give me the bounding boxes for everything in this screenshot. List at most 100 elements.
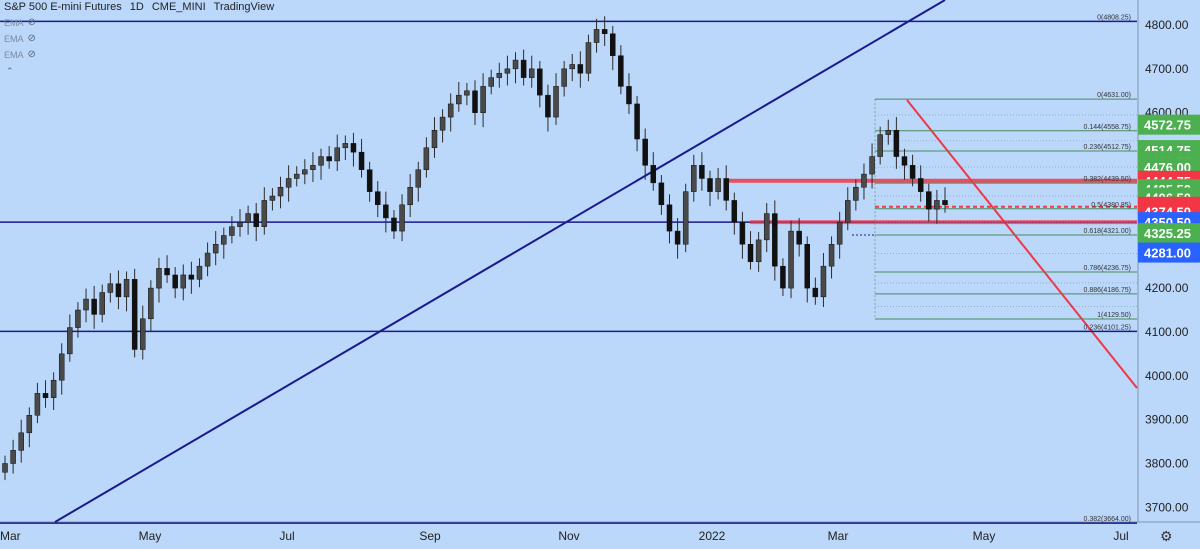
candle-body [666, 204, 673, 232]
candle-body [342, 143, 349, 149]
price-axis[interactable] [1138, 0, 1200, 549]
candle-body [626, 86, 632, 105]
candle-body [480, 86, 486, 113]
price-tag[interactable] [1138, 114, 1200, 135]
candle-body [561, 68, 567, 87]
candle-body [431, 129, 438, 149]
y-tick-label: 4800.00 [1145, 18, 1189, 32]
eye-slash-icon[interactable]: ⊘ [27, 49, 36, 60]
candle-body [828, 244, 835, 267]
candle-body [310, 165, 316, 170]
y-tick-label: 3900.00 [1145, 413, 1189, 427]
candle-body [772, 213, 778, 267]
price-tag-label: 4325.25 [1144, 226, 1191, 241]
candle-body [504, 68, 511, 74]
candle-body [42, 393, 49, 398]
indicator-ema-3[interactable]: EMA ⊘ [4, 49, 36, 60]
candle-body [375, 191, 381, 206]
candle-body [545, 94, 551, 118]
fib-level-label: 0.382(3664.00) [1084, 516, 1131, 523]
y-tick-label: 4200.00 [1145, 281, 1189, 295]
candle-body [447, 103, 454, 118]
candle-body [650, 165, 657, 184]
candle-body [926, 191, 932, 210]
candle-body [934, 200, 940, 210]
candle-body [277, 186, 284, 197]
candle-body [569, 64, 575, 70]
candle-body [528, 68, 535, 78]
candle-body [763, 213, 770, 241]
candle-body [893, 129, 900, 157]
candle-body [123, 279, 130, 298]
y-tick-label: 3700.00 [1145, 500, 1189, 514]
candle-body [366, 169, 373, 192]
candle-body [334, 147, 340, 162]
chevron-up-icon[interactable]: ⌃ [6, 66, 14, 76]
candle-body [188, 274, 195, 280]
interval-label[interactable]: 1D [129, 1, 144, 13]
candle-body [172, 274, 178, 289]
candle-body [707, 178, 713, 192]
indicator-ema-2[interactable]: EMA ⊘ [4, 33, 36, 44]
candle-body [67, 327, 73, 355]
x-tick-label: Jul [279, 529, 294, 543]
x-tick-label: Mar [0, 529, 21, 543]
candle-body [261, 200, 268, 227]
x-tick-label: Mar [828, 529, 849, 543]
candle-body [901, 156, 908, 166]
candle-body [148, 287, 154, 320]
candle-body [26, 415, 33, 434]
candle-body [520, 59, 527, 78]
candle-body [658, 182, 665, 206]
candle-body [83, 298, 89, 311]
candle-body [34, 393, 41, 416]
candle-body [140, 318, 146, 350]
fib-level-label: 0.236(4101.25) [1084, 324, 1131, 331]
candle-body [861, 173, 867, 188]
symbol-title[interactable]: S&P 500 E-mini Futures [4, 1, 122, 13]
candle-body [788, 230, 794, 289]
candle-body [383, 204, 389, 219]
fib-level-label: 0(4631.00) [1097, 92, 1131, 99]
candle-body [634, 103, 640, 140]
x-tick-label: Nov [558, 529, 579, 543]
gear-icon[interactable]: ⚙ [1160, 528, 1173, 544]
eye-slash-icon[interactable]: ⊘ [27, 17, 36, 28]
candle-body [253, 213, 259, 227]
eye-slash-icon[interactable]: ⊘ [27, 33, 36, 44]
candle-body [285, 178, 292, 188]
fib-level-label: 1(4129.50) [1097, 312, 1131, 319]
fib-level-label: 0(4808.25) [1097, 14, 1131, 21]
candle-body [107, 283, 114, 293]
candle-body [75, 309, 81, 328]
x-tick-label: Jul [1113, 529, 1128, 543]
candle-body [496, 72, 503, 78]
price-tag[interactable] [1138, 242, 1200, 263]
candle-body [326, 156, 332, 162]
candle-body [302, 169, 308, 175]
candle-body [391, 217, 397, 232]
candle-body [50, 379, 57, 398]
candle-body [10, 450, 16, 464]
chart-header: S&P 500 E-mini Futures 1D CME_MINI Tradi… [4, 1, 274, 13]
candle-body [512, 59, 519, 70]
candle-body [99, 292, 105, 315]
candle-body [642, 138, 648, 166]
candle-body [610, 33, 616, 56]
fib-level-label: 0.236(4512.75) [1084, 144, 1131, 151]
candle-body [350, 143, 357, 153]
candle-body [715, 178, 721, 192]
descending-trendline[interactable] [906, 99, 1138, 389]
candle-body [407, 186, 413, 206]
candle-body [91, 298, 97, 315]
candle-body [699, 165, 705, 179]
candle-body [18, 432, 24, 451]
price-tag[interactable] [1138, 223, 1200, 244]
candle-body [780, 265, 786, 289]
candle-body [464, 90, 470, 96]
indicator-ema-1[interactable]: EMA ⊘ [4, 17, 36, 28]
ascending-trendline[interactable] [54, 0, 946, 523]
candle-body [909, 165, 916, 179]
candle-body [58, 353, 65, 381]
